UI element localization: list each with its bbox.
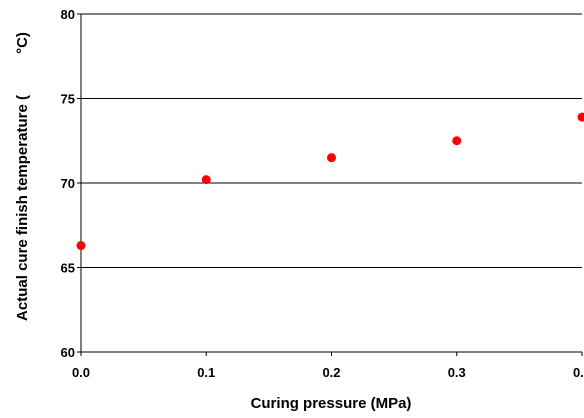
x-axis-ticks: 0.0 0.1 0.2 0.3 0.4 xyxy=(72,352,584,380)
y-axis-title: Actual cure finish temperature ( xyxy=(14,95,31,321)
y-tick-label: 80 xyxy=(61,7,75,22)
x-tick-label: 0.0 xyxy=(72,365,90,380)
y-axis-unit: °C) xyxy=(14,32,31,54)
x-tick-label: 0.3 xyxy=(448,365,466,380)
y-tick-label: 75 xyxy=(61,92,75,107)
data-point xyxy=(201,175,211,185)
grid-lines xyxy=(81,13,582,268)
data-point xyxy=(452,136,462,146)
y-tick-label: 60 xyxy=(61,345,75,360)
data-points xyxy=(76,112,584,251)
y-tick-label: 70 xyxy=(61,176,75,191)
x-tick-label: 0.2 xyxy=(322,365,340,380)
data-point xyxy=(327,153,336,163)
y-tick-label: 65 xyxy=(61,261,75,276)
x-axis-title: Curing pressure (MPa) xyxy=(251,395,412,412)
y-axis-ticks: 60 65 70 75 80 xyxy=(61,7,81,360)
data-point xyxy=(76,241,86,251)
x-tick-label: 0.4 xyxy=(573,365,584,380)
x-tick-label: 0.1 xyxy=(197,365,215,380)
data-point xyxy=(577,112,584,122)
